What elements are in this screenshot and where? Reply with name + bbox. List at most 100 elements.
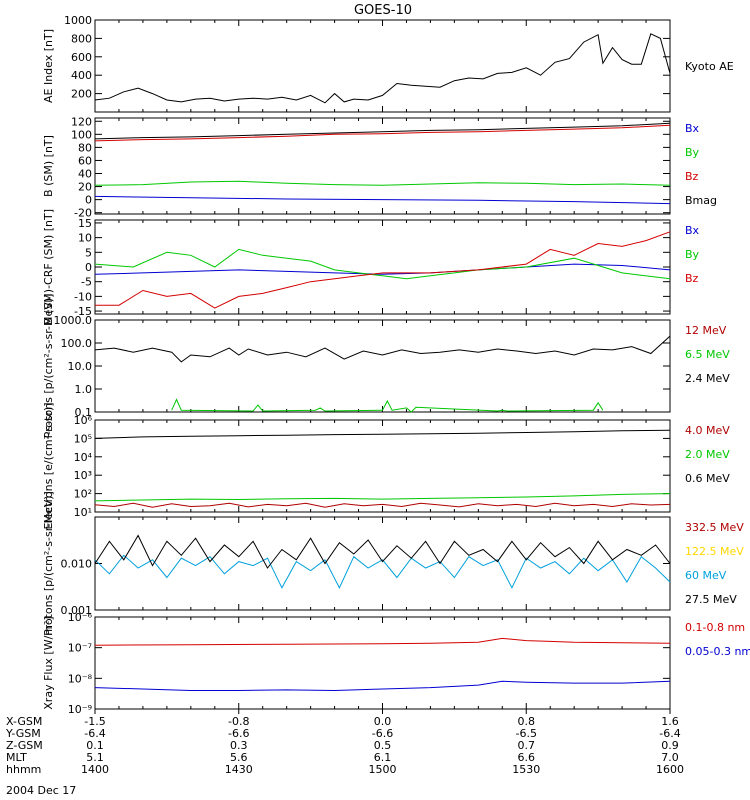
panel-7: 10⁻⁹ 10⁻⁸ 10⁻⁷ 10⁻⁶ Xray Flux [W/m²] 0.1-0.8 … — [42, 611, 750, 716]
y-tick-label: 20 — [78, 181, 92, 194]
y-tick-label: 10⁻⁹ — [68, 703, 92, 716]
y-tick-label: 10⁻⁸ — [68, 672, 93, 685]
y-tick-label: 10⁶ — [74, 414, 93, 427]
footer-ephemeris: X-GSM -1.5 -0.8 0.0 0.8 1.6 Y-GSM -6.4 -6.6 -6.6 -… — [5, 709, 684, 776]
panel-frame — [94, 19, 671, 113]
footer-value: 6.1 — [374, 751, 392, 764]
series-line — [94, 195, 671, 205]
y-tick-label: 10⁵ — [74, 432, 92, 445]
y-axis-label: Protons [p/(cm²-s-sr-MeV)] — [42, 294, 55, 439]
panel-frame — [94, 616, 671, 710]
footer-value: 5.1 — [86, 751, 104, 764]
y-tick-label: 0 — [85, 261, 92, 274]
footer-value: 0.9 — [661, 739, 679, 752]
y-tick-label: -20 — [74, 207, 92, 220]
footer-value: 0.5 — [374, 739, 392, 752]
panel-1: 200 400 600 800 1000 AE Index [nT] Kyoto AE — [42, 14, 734, 113]
legend-entry: By — [685, 146, 700, 159]
y-tick-label: -5 — [81, 276, 92, 289]
y-tick-label: 10³ — [74, 469, 92, 482]
legend-entry: 332.5 MeV — [685, 521, 744, 534]
series-line — [94, 493, 671, 502]
series-line — [94, 122, 671, 140]
series-line — [94, 637, 671, 646]
y-axis-label: Electrons [e/(cm²-s-sr)] — [42, 402, 55, 529]
series-line — [94, 263, 671, 275]
footer-value: 1500 — [369, 763, 397, 776]
legend-entry: Kyoto AE — [685, 60, 734, 73]
y-axis-label: Protons [p/(cm²-s-sr-MeV)] — [42, 491, 55, 636]
footer-value: -0.8 — [228, 715, 249, 728]
y-tick-label: 0 — [85, 194, 92, 207]
legend-entry: 27.5 MeV — [685, 593, 737, 606]
y-tick-label: 10⁴ — [74, 451, 93, 464]
legend-entry: 0.05-0.3 nm — [685, 645, 750, 658]
y-tick-label: 400 — [71, 69, 92, 82]
panel-3: -15 -10-5 0 510 15 B (SM)-CRF (SM) [nT] Bx By Bz — [42, 209, 700, 325]
y-tick-label: 1000.0 — [54, 314, 93, 327]
footer-value: -6.4 — [659, 727, 680, 740]
series-line — [94, 680, 671, 692]
y-tick-label: 800 — [71, 32, 92, 45]
footer-value: 5.6 — [230, 751, 248, 764]
y-tick-label: 1000 — [64, 14, 92, 27]
footer-row-label: X-GSM — [6, 715, 42, 728]
y-axis-label: B (SM) [nT] — [42, 135, 55, 197]
panel-5: 10¹ 10² 10³ 10⁴ 10⁵ 10⁶ Electrons [e/(cm²-s-sr… — [42, 402, 730, 529]
footer-value: -6.6 — [228, 727, 249, 740]
footer-value: 0.1 — [86, 739, 104, 752]
y-tick-label: -15 — [74, 305, 92, 318]
footer-value: 1.6 — [661, 715, 679, 728]
legend-entry: Bx — [685, 224, 700, 237]
y-tick-label: 40 — [78, 168, 92, 181]
footer-value: 0.7 — [518, 739, 536, 752]
footer-value: -6.5 — [516, 727, 537, 740]
footer-value: 1600 — [656, 763, 684, 776]
y-tick-label: 600 — [71, 51, 92, 64]
plot-title: GOES-10 — [354, 3, 412, 18]
panel-frame — [94, 319, 671, 413]
legend-entry: 60 MeV — [685, 569, 727, 582]
y-tick-label: 15 — [78, 217, 92, 230]
series-line — [95, 231, 671, 309]
legend-entry: 0.1-0.8 nm — [685, 621, 745, 634]
y-tick-label: 120 — [71, 115, 92, 128]
series-line — [171, 398, 604, 413]
footer-value: 7.0 — [661, 751, 679, 764]
panel-frame — [94, 219, 671, 315]
footer-value: -1.5 — [84, 715, 105, 728]
series-line — [94, 33, 671, 104]
legend-entry: 2.4 MeV — [685, 372, 730, 385]
footer-value: 6.6 — [518, 751, 536, 764]
y-tick-label: 100.0 — [61, 337, 93, 350]
series-line — [94, 335, 671, 363]
footer-value: 0.0 — [374, 715, 392, 728]
y-tick-label: 100 — [71, 128, 92, 141]
series-line — [94, 180, 671, 186]
series-line — [94, 124, 671, 142]
y-tick-label: 10 — [78, 232, 92, 245]
y-tick-label: 10¹ — [74, 506, 92, 519]
footer-value: 1530 — [512, 763, 540, 776]
footer-value: -6.4 — [84, 727, 105, 740]
y-tick-label: 10⁻⁷ — [68, 642, 92, 655]
legend-entry: Bx — [685, 122, 700, 135]
legend-entry: Bz — [685, 170, 699, 183]
y-tick-label: 0.010 — [61, 558, 93, 571]
y-tick-label: 10.0 — [68, 360, 93, 373]
date-label: 2004 Dec 17 — [6, 784, 76, 797]
legend-entry: Bmag — [685, 194, 717, 207]
y-axis-label: Xray Flux [W/m²] — [42, 616, 55, 709]
series-line — [94, 502, 671, 508]
footer-value: -6.6 — [372, 727, 393, 740]
y-tick-label: 0.1 — [75, 406, 93, 419]
series-line — [94, 429, 671, 439]
series-line — [94, 554, 671, 589]
y-tick-label: 10² — [74, 488, 92, 501]
y-tick-label: 60 — [78, 154, 92, 167]
y-tick-label: 10⁻⁶ — [68, 611, 93, 624]
